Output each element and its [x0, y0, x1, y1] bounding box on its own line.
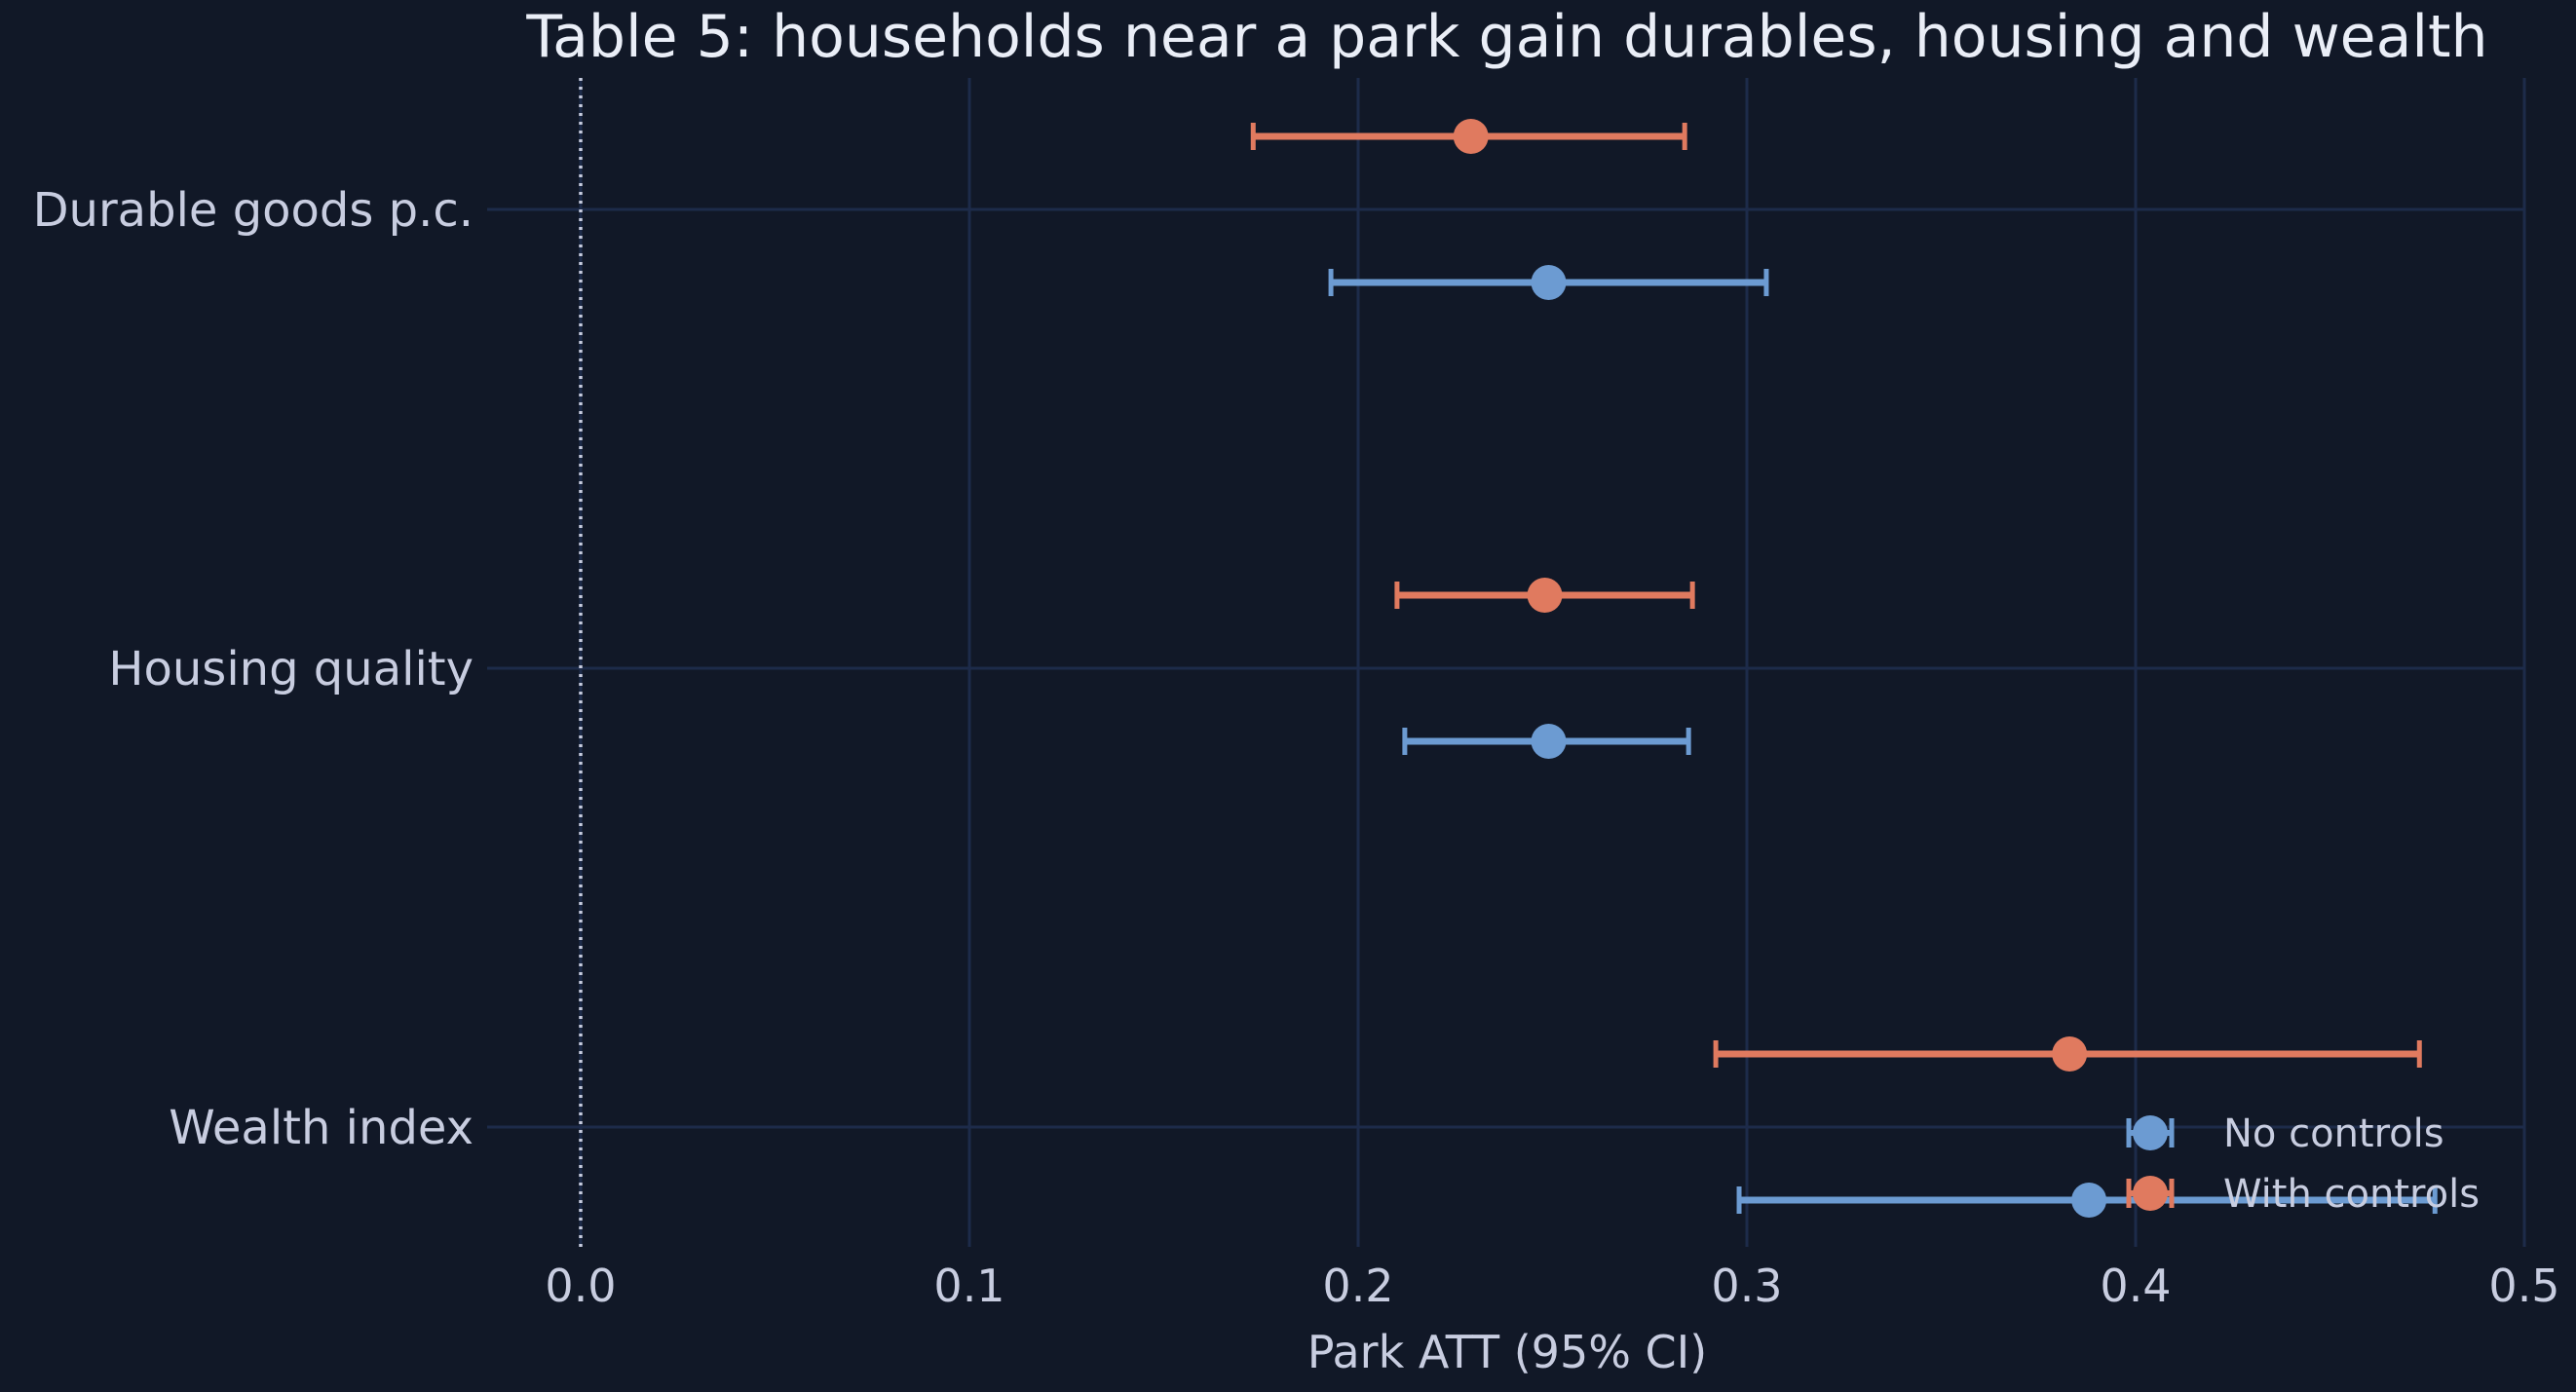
- category-label: Wealth index: [169, 1101, 474, 1155]
- legend-entry: No controls: [2126, 1111, 2444, 1156]
- legend-entry: With controls: [2126, 1172, 2480, 1217]
- error-bar-group: [1713, 1036, 2422, 1072]
- x-tick-label: 0.1: [933, 1260, 1004, 1312]
- x-tick-label: 0.3: [1711, 1260, 1782, 1312]
- point-estimate: [2052, 1036, 2088, 1072]
- x-tick-label: 0.0: [545, 1260, 616, 1312]
- legend-marker: [2133, 1176, 2168, 1211]
- point-estimate: [1527, 578, 1563, 613]
- x-tick-label: 0.2: [1322, 1260, 1393, 1312]
- legend-label: No controls: [2223, 1111, 2444, 1156]
- x-tick-label: 0.4: [2100, 1260, 2171, 1312]
- point-estimate: [1453, 119, 1489, 154]
- error-bar-group: [1402, 724, 1691, 759]
- point-estimate: [1531, 724, 1567, 759]
- category-label: Durable goods p.c.: [33, 183, 474, 238]
- marks-layer: [1250, 119, 2438, 1218]
- error-bar-group: [1328, 265, 1769, 300]
- category-labels: Durable goods p.c. Housing quality Wealth …: [33, 183, 474, 1155]
- x-axis-title: Park ATT (95% CI): [1307, 1326, 1707, 1378]
- point-estimate: [1531, 265, 1567, 300]
- error-bar-group: [1394, 578, 1695, 613]
- point-estimate: [2071, 1183, 2107, 1218]
- x-tick-labels: 0.0 0.1 0.2 0.3 0.4 0.5: [545, 1260, 2559, 1312]
- legend-marker: [2133, 1115, 2168, 1150]
- grid-layer: [487, 78, 2526, 1247]
- x-tick-label: 0.5: [2488, 1260, 2559, 1312]
- legend: No controls With controls: [2126, 1111, 2480, 1217]
- error-bar-group: [1250, 119, 1687, 154]
- legend-label: With controls: [2223, 1172, 2480, 1217]
- error-bar-group: [1736, 1183, 2438, 1218]
- chart-title: Table 5: households near a park gain dur…: [525, 3, 2487, 71]
- category-label: Housing quality: [108, 642, 474, 696]
